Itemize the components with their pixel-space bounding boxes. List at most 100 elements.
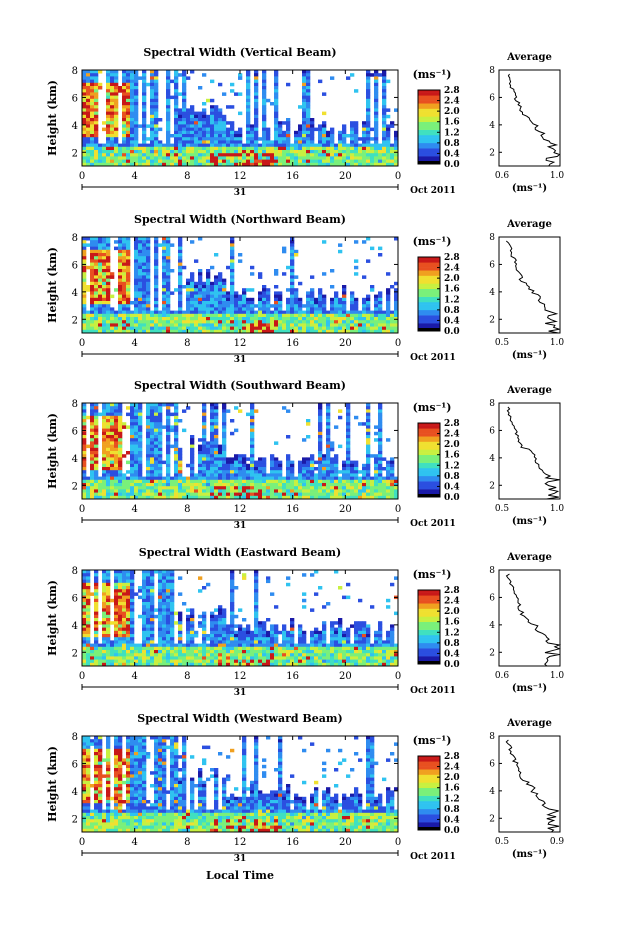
heatmap-cell [386,108,391,112]
heatmap-cell [150,134,155,138]
colorbar-segment [418,90,440,93]
heatmap-cell [142,323,147,327]
heatmap-cell [134,275,139,279]
heatmap-cell [146,662,151,667]
heatmap-cell [202,483,207,487]
heatmap-cell [150,70,155,74]
heatmap-cell [322,294,327,299]
heatmap-cell [254,127,259,132]
heatmap-cell [82,272,87,276]
heatmap-cell [178,323,183,327]
heatmap-cell [214,134,219,138]
heatmap-cell [90,329,95,334]
heatmap-cell [110,150,115,154]
heatmap-cell [126,256,131,260]
heatmap-cell [94,454,99,458]
heatmap-cell [214,301,219,305]
heatmap-cell [230,463,235,468]
heatmap-cell [166,412,171,417]
heatmap-cell [90,70,95,74]
heatmap-cell [90,310,95,315]
heatmap-cell [374,130,379,135]
heatmap-cell [290,159,295,164]
heatmap-cell [202,492,207,497]
heatmap-cell [238,127,243,132]
heatmap-cell [178,127,183,132]
heatmap-cell [106,422,111,426]
heatmap-cell [358,483,363,487]
heatmap-cell [130,483,135,487]
heatmap-cell [134,249,139,254]
heatmap-cell [118,646,123,651]
heatmap-cell [134,473,139,477]
heatmap-cell [250,137,255,141]
heatmap-cell [298,130,303,135]
heatmap-cell [86,105,91,109]
heatmap-cell [110,467,115,471]
heatmap-cell [110,307,115,311]
heatmap-cell [110,659,115,664]
colorbar-segment [418,262,440,266]
heatmap-cell [298,143,303,148]
heatmap-cell [178,162,183,167]
profile-x-tick-label: 0.5 [495,504,510,514]
heatmap-cell [250,486,255,490]
heatmap-cell [190,307,195,311]
heatmap-cell [174,403,179,407]
heatmap-cell [126,646,131,651]
heatmap-cell [234,297,239,302]
heatmap-cell [194,326,199,331]
heatmap-cell [142,288,147,292]
heatmap-cell [302,111,307,116]
heatmap-cell [294,479,299,484]
heatmap-cell [126,98,131,103]
heatmap-cell [254,79,259,84]
heatmap-cell [142,146,147,151]
heatmap-cell [178,447,183,452]
heatmap-cell [190,457,195,461]
heatmap-cell [386,134,391,138]
heatmap-cell [166,146,171,151]
heatmap-cell [394,301,399,305]
heatmap-cell [146,253,151,257]
heatmap-cell [106,272,111,276]
heatmap-cell [306,153,311,157]
heatmap-cell [98,486,103,490]
heatmap-cell [254,146,259,151]
heatmap-cell [106,249,111,254]
heatmap-cell [354,159,359,164]
heatmap-cell [222,329,227,334]
heatmap-cell [358,329,363,334]
heatmap-cell [230,320,235,324]
heatmap-cell [134,246,139,251]
heatmap-cell [314,483,319,487]
heatmap-cell [162,275,167,279]
heatmap-cell [82,285,87,289]
heatmap-cell [146,473,151,477]
heatmap-cell [130,586,135,590]
heatmap-cell [214,291,219,295]
heatmap-cell [194,313,199,318]
heatmap-cell [310,118,315,122]
heatmap-cell [270,150,275,154]
heatmap-cell [278,317,283,321]
heatmap-cell [350,134,355,138]
heatmap-cell [330,326,335,331]
heatmap-cell [154,127,159,132]
colorbar-segment [418,323,440,327]
heatmap-cell [386,114,391,119]
heatmap-cell [174,111,179,116]
heatmap-cell [238,317,243,321]
heatmap-cell [138,586,143,590]
heatmap-cell [110,476,115,481]
heatmap-cell [114,611,119,616]
heatmap-cell [158,463,163,468]
profile-y-tick-label: 4 [489,121,495,131]
heatmap-cell [210,281,215,286]
colorbar-segment [418,462,440,466]
heatmap-cell [318,495,323,500]
heatmap-cell [322,483,327,487]
heatmap-cell [158,403,163,407]
heatmap-cell [94,589,99,593]
heatmap-cell [390,320,395,324]
